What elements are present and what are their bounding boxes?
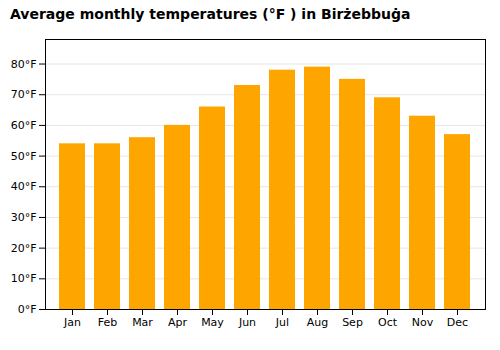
svg-text:Jan: Jan	[63, 316, 81, 329]
svg-text:Nov: Nov	[412, 316, 434, 329]
svg-text:40°F: 40°F	[11, 180, 37, 193]
svg-text:Oct: Oct	[378, 316, 398, 329]
svg-text:80°F: 80°F	[11, 58, 37, 71]
svg-text:Mar: Mar	[132, 316, 153, 329]
svg-text:Aug: Aug	[307, 316, 328, 329]
svg-text:Feb: Feb	[98, 316, 117, 329]
svg-text:Jun: Jun	[238, 316, 256, 329]
svg-text:60°F: 60°F	[11, 119, 37, 132]
svg-text:0°F: 0°F	[18, 303, 37, 316]
svg-text:Apr: Apr	[168, 316, 188, 329]
svg-text:30°F: 30°F	[11, 211, 37, 224]
svg-text:Sep: Sep	[342, 316, 363, 329]
svg-text:Jul: Jul	[275, 316, 289, 329]
svg-text:20°F: 20°F	[11, 242, 37, 255]
svg-text:Dec: Dec	[447, 316, 468, 329]
html-text:Average monthly temperatures (: Average monthly temperatures (°F ) in Bi…	[10, 6, 411, 22]
svg-text:May: May	[201, 316, 224, 329]
svg-text:70°F: 70°F	[11, 88, 37, 101]
svg-text:50°F: 50°F	[11, 150, 37, 163]
svg-text:10°F: 10°F	[11, 272, 37, 285]
